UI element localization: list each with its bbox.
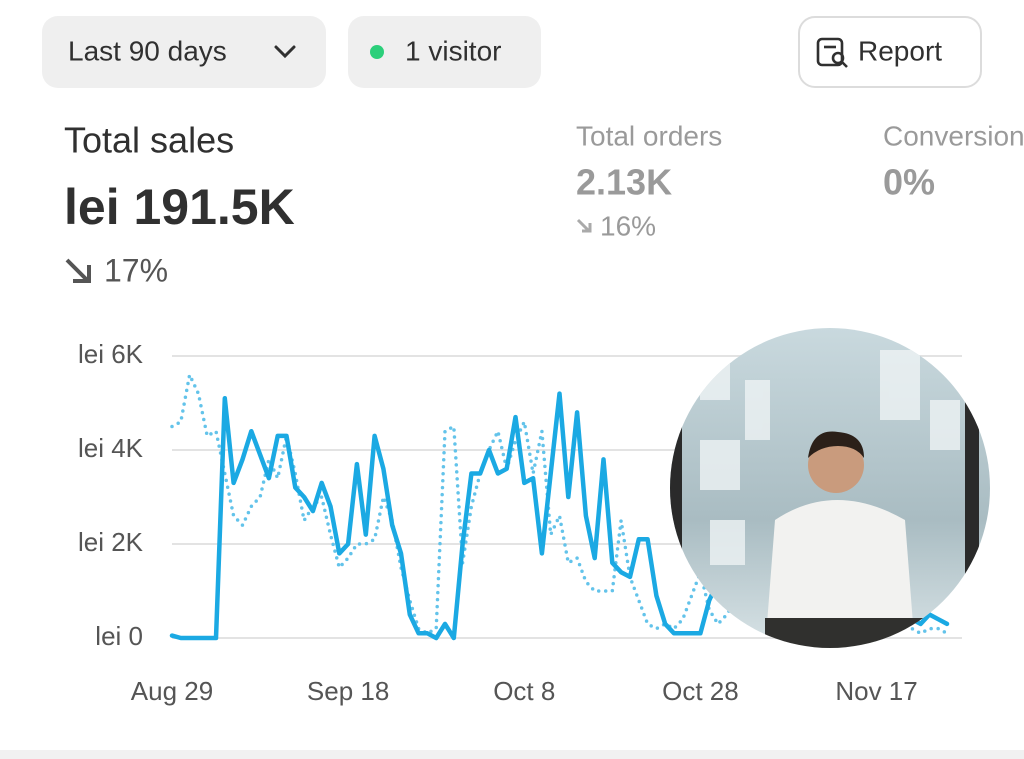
report-button[interactable] xyxy=(798,16,982,88)
metric-label: Total orders xyxy=(576,120,722,151)
report-icon xyxy=(816,37,848,68)
down-arrow-icon xyxy=(65,258,91,283)
metric-label: Conversion rate xyxy=(883,120,1024,151)
metric-label: Total sales xyxy=(64,120,234,161)
down-arrow-icon xyxy=(576,218,592,233)
metric-value: 2.13K xyxy=(576,162,672,203)
visitors-label: 1 visitor xyxy=(405,35,501,66)
y-tick-label: lei 6K xyxy=(78,339,144,369)
chevron-icon xyxy=(274,45,296,59)
profile-photo xyxy=(670,328,990,648)
x-tick-label: Nov 17 xyxy=(835,676,917,706)
date-range-label: Last 90 days xyxy=(68,35,227,66)
metric-value: 0% xyxy=(883,162,935,203)
x-tick-label: Oct 8 xyxy=(493,676,555,706)
y-tick-label: lei 0 xyxy=(95,621,143,651)
metric-value: lei 191.5K xyxy=(64,179,295,235)
x-tick-label: Oct 28 xyxy=(662,676,739,706)
metric-change: 16% xyxy=(600,210,656,241)
x-tick-label: Sep 18 xyxy=(307,676,389,706)
y-tick-label: lei 2K xyxy=(78,527,144,557)
live-dot xyxy=(370,45,384,59)
visitors-pill[interactable] xyxy=(348,16,541,88)
metric-change: 17% xyxy=(104,252,168,288)
report-label: Report xyxy=(858,35,942,66)
bottom-bar xyxy=(0,750,1024,759)
y-tick-label: lei 4K xyxy=(78,433,144,463)
x-tick-label: Aug 29 xyxy=(131,676,213,706)
date-range-button[interactable] xyxy=(42,16,326,88)
